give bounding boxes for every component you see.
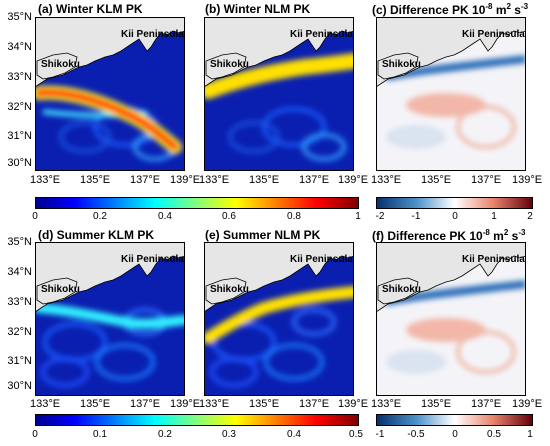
land-honshu	[376, 17, 526, 88]
lat-tick: 35°N	[7, 11, 32, 23]
lon-tick: 135°E	[249, 398, 280, 410]
map-panel-f: Kii Peninsula Shikoku	[376, 242, 526, 396]
lon-tick: 135°E	[249, 174, 280, 186]
lon-tick: 137°E	[299, 174, 330, 186]
colorbar-tick: -1	[375, 429, 385, 440]
lon-tick: 139°E	[338, 398, 369, 410]
panel-a-title: (a) Winter KLM PK	[38, 2, 143, 16]
lon-tick: 137°E	[130, 398, 161, 410]
lon-tick: 139°E	[512, 398, 543, 410]
lon-tick: 139°E	[338, 174, 369, 186]
land-shikoku	[377, 277, 419, 305]
lon-tick: 139°E	[170, 174, 201, 186]
colorbar-tick: 0.2	[158, 429, 172, 440]
colorbar-winter-pk	[35, 197, 359, 209]
colorbar-tick: 0.8	[287, 211, 301, 222]
lon-tick: 139°E	[512, 174, 543, 186]
lon-tick: 133°E	[199, 398, 230, 410]
lon-tick: 133°E	[30, 174, 61, 186]
panel-c-title: (c) Difference PK 10-8 m2 s-3	[372, 2, 529, 17]
kii-peninsula-label: Kii Peninsula	[462, 254, 525, 265]
shikoku-label: Shikoku	[41, 284, 80, 295]
map-panel-a: Kii Peninsula Shikoku	[35, 17, 185, 171]
panel-b-title: (b) Winter NLM PK	[205, 2, 311, 16]
lat-tick: 31°N	[7, 130, 32, 142]
colorbar-tick: 1	[491, 211, 497, 222]
colorbar-summer-pk	[35, 414, 359, 426]
kii-peninsula-label: Kii Peninsula	[462, 29, 525, 40]
land-honshu	[35, 242, 185, 313]
land-shikoku	[205, 277, 247, 305]
colorbar-tick: 0.5	[487, 429, 501, 440]
map-panel-c: Kii Peninsula Shikoku	[376, 17, 526, 171]
colorbar-tick: 1	[527, 429, 533, 440]
colorbar-tick: 0.1	[93, 429, 107, 440]
colorbar-tick: 0.3	[222, 429, 236, 440]
lat-tick: 34°N	[7, 41, 32, 53]
colorbar-winter-diff	[376, 197, 533, 209]
land-shikoku	[36, 52, 78, 80]
lon-tick: 139°E	[170, 398, 201, 410]
lon-tick: 137°E	[130, 174, 161, 186]
lon-tick: 133°E	[30, 398, 61, 410]
lat-tick: 32°N	[7, 326, 32, 338]
colorbar-tick: 0.2	[93, 211, 107, 222]
shikoku-label: Shikoku	[210, 284, 249, 295]
lon-tick: 133°E	[371, 174, 402, 186]
colorbar-summer-diff	[376, 414, 533, 426]
colorbar-tick: 0	[452, 429, 458, 440]
colorbar-tick: 2	[527, 211, 533, 222]
lat-tick: 32°N	[7, 101, 32, 113]
colorbar-tick: 0.5	[349, 429, 363, 440]
lat-tick: 33°N	[7, 296, 32, 308]
colorbar-tick: -0.5	[407, 429, 425, 440]
panel-f-title: (f) Difference PK 10-8 m2 s-3	[372, 228, 526, 243]
lat-tick: 30°N	[7, 157, 32, 169]
colorbar-tick: 0	[32, 429, 38, 440]
land-honshu	[204, 17, 354, 88]
colorbar-tick: 1	[355, 211, 361, 222]
lon-tick: 137°E	[299, 398, 330, 410]
lat-tick: 31°N	[7, 355, 32, 367]
lat-tick: 34°N	[7, 266, 32, 278]
colorbar-tick: 0	[32, 211, 38, 222]
colorbar-tick: -1	[411, 211, 421, 222]
shikoku-label: Shikoku	[41, 59, 80, 70]
panel-d-title: (d) Summer KLM PK	[38, 228, 155, 242]
colorbar-tick: 0.4	[158, 211, 172, 222]
lon-tick: 133°E	[371, 398, 402, 410]
kii-peninsula-label: Kii Peninsula	[290, 29, 353, 40]
map-panel-e: Kii Peninsula Shikoku	[204, 242, 354, 396]
land-honshu	[204, 242, 354, 313]
lon-tick: 135°E	[80, 174, 111, 186]
colorbar-tick: 0.4	[287, 429, 301, 440]
lat-tick: 35°N	[7, 236, 32, 248]
lat-tick: 30°N	[7, 380, 32, 392]
land-shikoku	[377, 52, 419, 80]
lon-tick: 135°E	[421, 398, 452, 410]
lat-tick: 33°N	[7, 71, 32, 83]
kii-peninsula-label: Kii Peninsula	[290, 254, 353, 265]
shikoku-label: Shikoku	[382, 59, 421, 70]
panel-e-title: (e) Summer NLM PK	[205, 228, 321, 242]
land-honshu	[35, 17, 185, 88]
colorbar-tick: -2	[375, 211, 385, 222]
land-honshu	[376, 242, 526, 313]
shikoku-label: Shikoku	[210, 59, 249, 70]
colorbar-tick: 0.6	[222, 211, 236, 222]
land-shikoku	[36, 277, 78, 305]
shikoku-label: Shikoku	[382, 284, 421, 295]
lon-tick: 133°E	[199, 174, 230, 186]
colorbar-tick: 0	[452, 211, 458, 222]
kii-peninsula-label: Kii Peninsula	[121, 29, 184, 40]
land-shikoku	[205, 52, 247, 80]
lon-tick: 137°E	[471, 398, 502, 410]
kii-peninsula-label: Kii Peninsula	[121, 254, 184, 265]
lon-tick: 135°E	[421, 174, 452, 186]
map-panel-b: Kii Peninsula Shikoku	[204, 17, 354, 171]
map-panel-d: Kii Peninsula Shikoku	[35, 242, 185, 396]
lon-tick: 137°E	[471, 174, 502, 186]
lon-tick: 135°E	[80, 398, 111, 410]
